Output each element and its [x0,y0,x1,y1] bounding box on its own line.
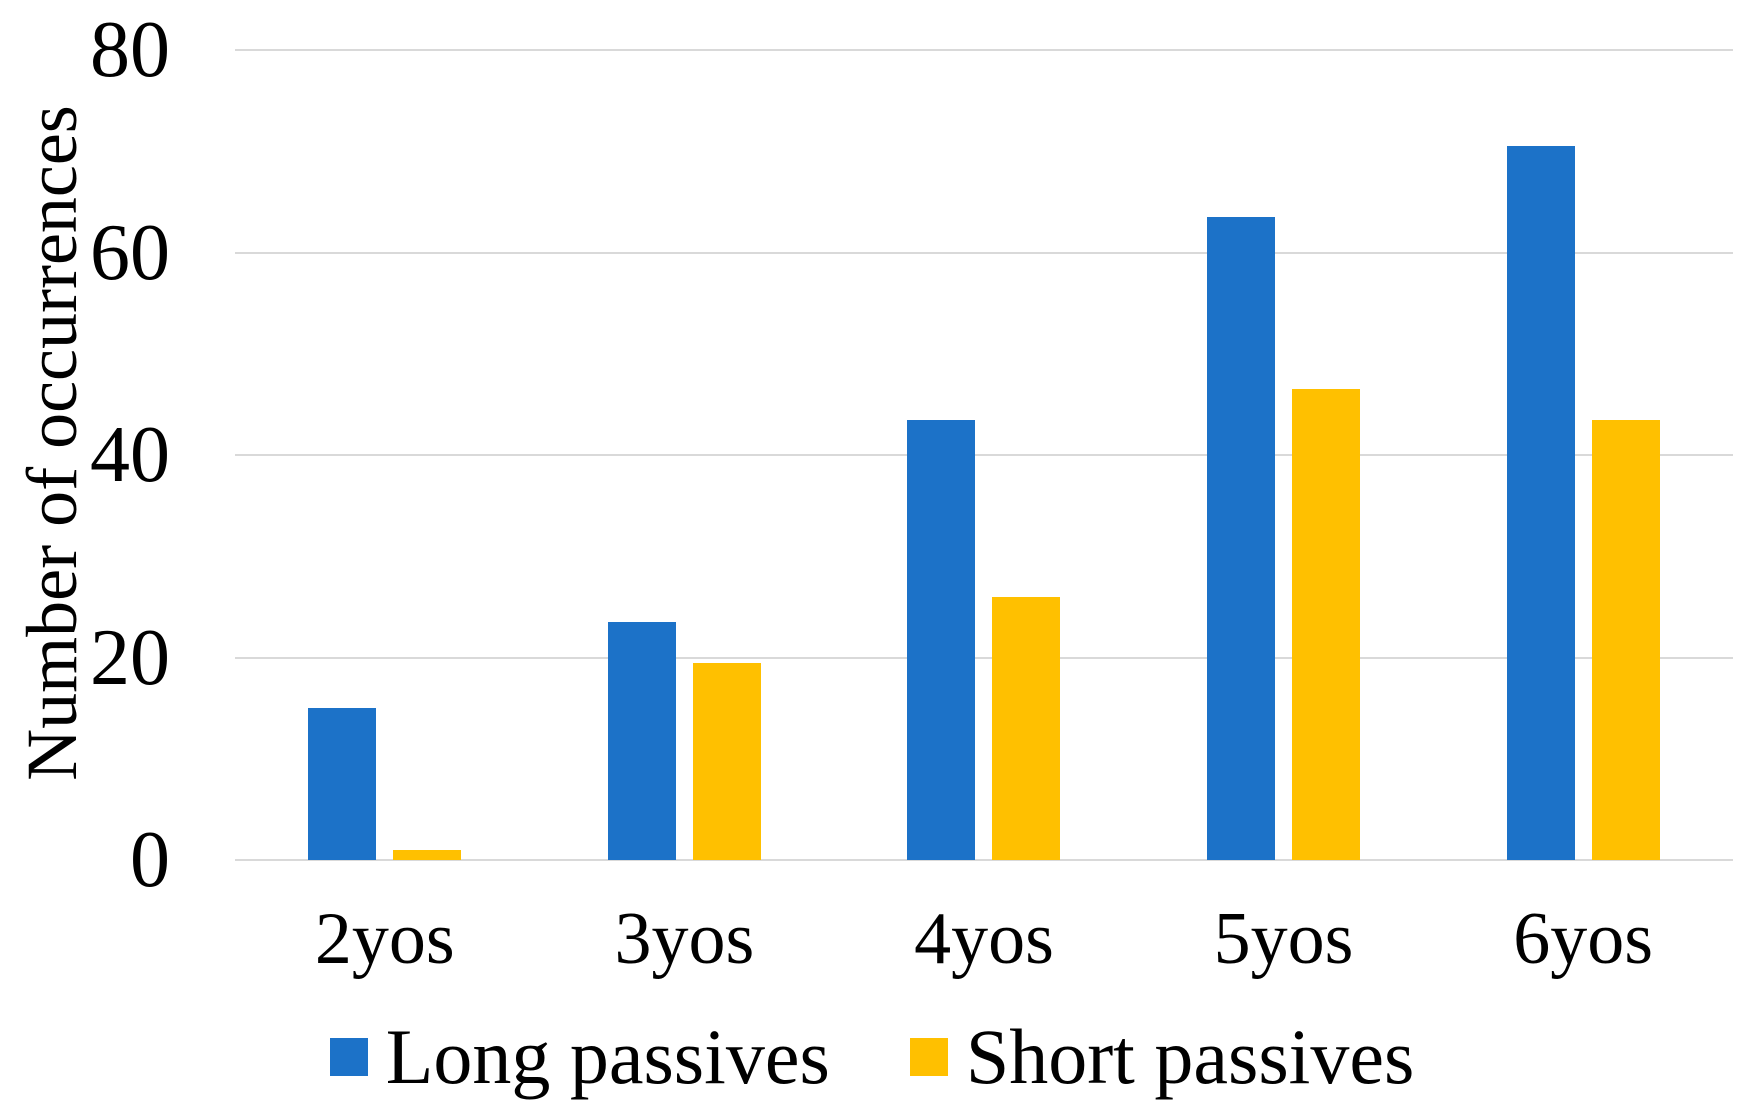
legend-label: Long passives [385,1013,830,1100]
y-tick-label-60: 60 [90,208,170,297]
legend-item-long-passives: Long passives [329,1013,830,1100]
gridline-0 [235,859,1733,861]
plot-area [235,49,1733,861]
bar-long-passives-5yos [1207,217,1276,860]
legend-swatch-icon [329,1038,368,1076]
legend-item-short-passives: Short passives [909,1013,1415,1100]
bar-group-3yos [535,50,835,860]
gridline-40 [235,454,1733,456]
x-label-3yos: 3yos [614,898,755,980]
gridline-20 [235,656,1733,659]
bar-long-passives-3yos [607,622,676,860]
gridline-80 [235,49,1733,51]
bar-group-6yos [1433,50,1733,860]
legend-label: Short passives [965,1013,1415,1100]
bar-group-4yos [834,50,1134,860]
x-label-6yos: 6yos [1513,898,1654,980]
y-axis-tick-labels: 80 60 40 20 0 [0,10,170,900]
legend-swatch-icon [909,1038,948,1076]
bar-short-passives-2yos [393,849,462,860]
bar-long-passives-2yos [308,708,377,860]
bar-short-passives-4yos [992,596,1061,860]
bar-long-passives-6yos [1506,146,1575,860]
bar-short-passives-5yos [1292,389,1361,860]
y-tick-label-0: 0 [130,816,170,904]
y-tick-label-80: 80 [90,6,170,94]
legend: Long passives Short passives [0,1018,1744,1096]
bar-long-passives-4yos [907,419,976,860]
bar-short-passives-6yos [1591,419,1660,860]
bar-short-passives-3yos [692,662,761,860]
y-tick-label-20: 20 [90,613,170,702]
x-axis-category-labels: 2yos 3yos 4yos 5yos 6yos [235,902,1733,976]
y-tick-label-40: 40 [90,411,170,499]
bar-group-2yos [235,50,535,860]
bar-groups [235,50,1733,860]
gridline-60 [235,251,1733,254]
x-label-4yos: 4yos [914,898,1054,980]
x-label-5yos: 5yos [1213,898,1354,980]
x-label-2yos: 2yos [314,898,455,980]
bar-group-5yos [1134,50,1434,860]
